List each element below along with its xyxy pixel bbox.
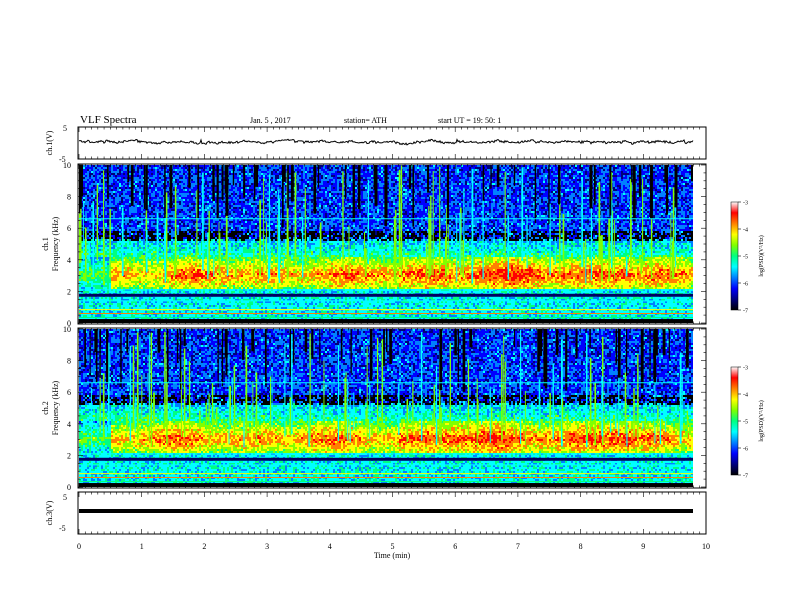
ch1-spectrogram-panel: 0 2 4 6 8 10 ch.1 Frequency (kHz) (41, 161, 707, 328)
y-tick-label: 0 (67, 483, 71, 492)
ch1-waveform-ylabel: ch.1(V) (45, 130, 54, 155)
y-tick-label: 8 (67, 193, 71, 202)
x-tick-label: 3 (265, 542, 269, 551)
x-tick-label: 5 (391, 542, 395, 551)
y-tick-label: 2 (67, 287, 71, 296)
ch2-colorbar-ticks: -3 -4 -5 -6 -7 (738, 366, 748, 480)
ch2-colorbar-gradient (730, 366, 739, 476)
ch1-colorbar: -3 -4 -5 -6 -7 log(PSD)(V²/Hz) (730, 201, 765, 315)
x-axis-tick-labels: 0 1 2 3 4 5 6 7 8 9 10 (77, 542, 710, 551)
x-tick-label: 6 (453, 542, 457, 551)
colorbar-tick-label: -6 (743, 447, 748, 453)
ch2-colorbar-label: log(PSD)(V²/Hz) (758, 400, 765, 441)
ch1-spectrogram-image (79, 165, 693, 323)
colorbar-tick-label: -4 (743, 393, 748, 399)
colorbar-tick-label: -7 (743, 474, 748, 480)
y-tick-label: 4 (67, 256, 71, 265)
ch2-spectrogram-panel: 0 2 4 6 8 10 ch.2 Frequency (kHz) (41, 325, 707, 492)
ch1-spectrogram-ticks (78, 164, 707, 324)
ch3-waveform-ticks (78, 492, 707, 534)
ch1-waveform-frame (77, 126, 707, 160)
ch1-spectrogram-ylabel-channel: ch.1 (41, 237, 50, 251)
x-tick-label: 0 (77, 542, 81, 551)
x-tick-label: 10 (702, 542, 710, 551)
ch2-colorbar: -3 -4 -5 -6 -7 log(PSD)(V²/Hz) (730, 366, 765, 480)
y-tick-label: 0 (67, 319, 71, 328)
ch2-spectrogram-ticks (78, 328, 707, 488)
start-time-label: start UT = 19: 50: 1 (438, 116, 501, 125)
ch2-spectrogram-ylabel-frequency: Frequency (kHz) (51, 380, 60, 435)
colorbar-tick-label: -5 (743, 420, 748, 426)
ch1-colorbar-gradient (730, 201, 739, 311)
x-tick-label: 2 (202, 542, 206, 551)
ch1-waveform-trace (78, 138, 694, 146)
y-tick-label: 2 (67, 451, 71, 460)
station-label: station= ATH (344, 116, 387, 125)
ch3-waveform-panel: 5 -5 ch.3(V) (45, 491, 707, 535)
y-tick-label: 10 (63, 325, 71, 334)
ch1-colorbar-label: log(PSD)(V²/Hz) (758, 235, 765, 276)
ch2-spectrogram-image (79, 329, 693, 487)
ch3-waveform-ylabel: ch.3(V) (45, 500, 54, 525)
x-axis-label: Time (min) (374, 551, 411, 560)
ch3-waveform-trace (79, 509, 693, 513)
x-tick-label: 7 (516, 542, 520, 551)
colorbar-tick-label: -3 (743, 201, 748, 207)
y-tick-label: 6 (67, 224, 71, 233)
colorbar-tick-label: -3 (743, 366, 748, 372)
x-tick-label: 8 (579, 542, 583, 551)
ch1-colorbar-ticks: -3 -4 -5 -6 -7 (738, 201, 748, 315)
colorbar-tick-label: -6 (743, 282, 748, 288)
y-tick-label: 10 (63, 161, 71, 170)
colorbar-tick-label: -5 (743, 255, 748, 261)
ch3-ytick-top: 5 (63, 493, 67, 502)
y-tick-label: 8 (67, 357, 71, 366)
x-tick-label: 1 (140, 542, 144, 551)
x-tick-label: 9 (641, 542, 645, 551)
x-tick-label: 4 (328, 542, 332, 551)
ch1-waveform-panel: 5 -5 ch.1(V) (45, 124, 707, 164)
colorbar-tick-label: -7 (743, 309, 748, 315)
ch1-waveform-ticks (78, 127, 707, 159)
ch1-spectrogram-ylabel-frequency: Frequency (kHz) (51, 216, 60, 271)
ch1-ytick-bottom: -5 (59, 155, 66, 164)
y-tick-label: 4 (67, 420, 71, 429)
ch2-spectrogram-ylabel-channel: ch.2 (41, 401, 50, 415)
ch1-spectrogram-ytick-labels: 0 2 4 6 8 10 (63, 161, 71, 328)
ch3-ytick-bottom: -5 (59, 524, 66, 533)
y-tick-label: 6 (67, 388, 71, 397)
figure-title: VLF Spectra (80, 114, 137, 126)
ch1-ytick-top: 5 (63, 124, 67, 133)
date-label: Jan. 5 , 2017 (250, 116, 291, 125)
colorbar-tick-label: -4 (743, 228, 748, 234)
ch2-spectrogram-ytick-labels: 0 2 4 6 8 10 (63, 325, 71, 492)
